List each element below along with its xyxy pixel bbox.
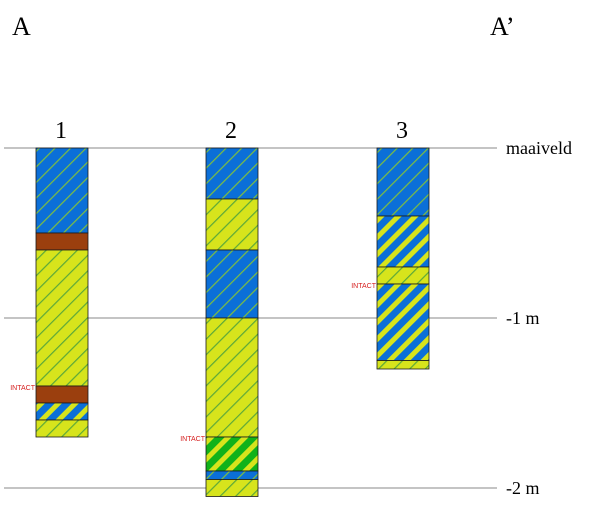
soil-layer-yellow-hatched (205, 198, 259, 251)
soil-layer-brown (35, 385, 89, 404)
level-label: -1 m (506, 308, 540, 328)
intact-marker: INTACT (180, 436, 205, 443)
intact-marker: INTACT (10, 385, 35, 392)
soil-layer-yellow-hatched (205, 479, 259, 497)
soil-layer-yellow-hatched (35, 249, 89, 387)
borehole-number: 1 (55, 118, 67, 144)
borehole-number: 2 (225, 118, 237, 144)
soil-layer-blue-yellow-stripes (376, 283, 430, 361)
depth-level-labels: maaiveld -1 m -2 m (506, 138, 572, 498)
level-label: maaiveld (506, 138, 572, 158)
borehole-columns: 1 INTACT 2 INTACT 3 INTACT (10, 118, 430, 497)
soil-layer-blue-hatched (205, 249, 259, 319)
soil-layer-brown (35, 232, 89, 251)
soil-layer-blue-yellow-stripes (35, 402, 89, 421)
section-start-label: A (12, 12, 31, 41)
borehole-1: 1 INTACT (10, 118, 89, 438)
soil-layer-blue-hatched (205, 147, 259, 200)
soil-layer-green-yellow-stripes (205, 436, 259, 472)
intact-marker: INTACT (351, 283, 376, 290)
soil-layer-yellow-hatched (35, 419, 89, 438)
level-label: -2 m (506, 478, 540, 498)
borehole-number: 3 (396, 118, 408, 144)
soil-layer-yellow-hatched (205, 317, 259, 438)
soil-layer-yellow-hatched (376, 360, 430, 370)
soil-layer-blue-hatched (376, 147, 430, 217)
soil-layer-blue-hatched (205, 470, 259, 480)
borehole-3: 3 INTACT (351, 118, 430, 370)
borehole-2: 2 INTACT (180, 118, 259, 497)
soil-layer-blue-hatched (35, 147, 89, 234)
section-end-label: A’ (490, 12, 515, 41)
soil-layer-blue-yellow-stripes (376, 215, 430, 268)
soil-layer-yellow-hatched (376, 266, 430, 285)
